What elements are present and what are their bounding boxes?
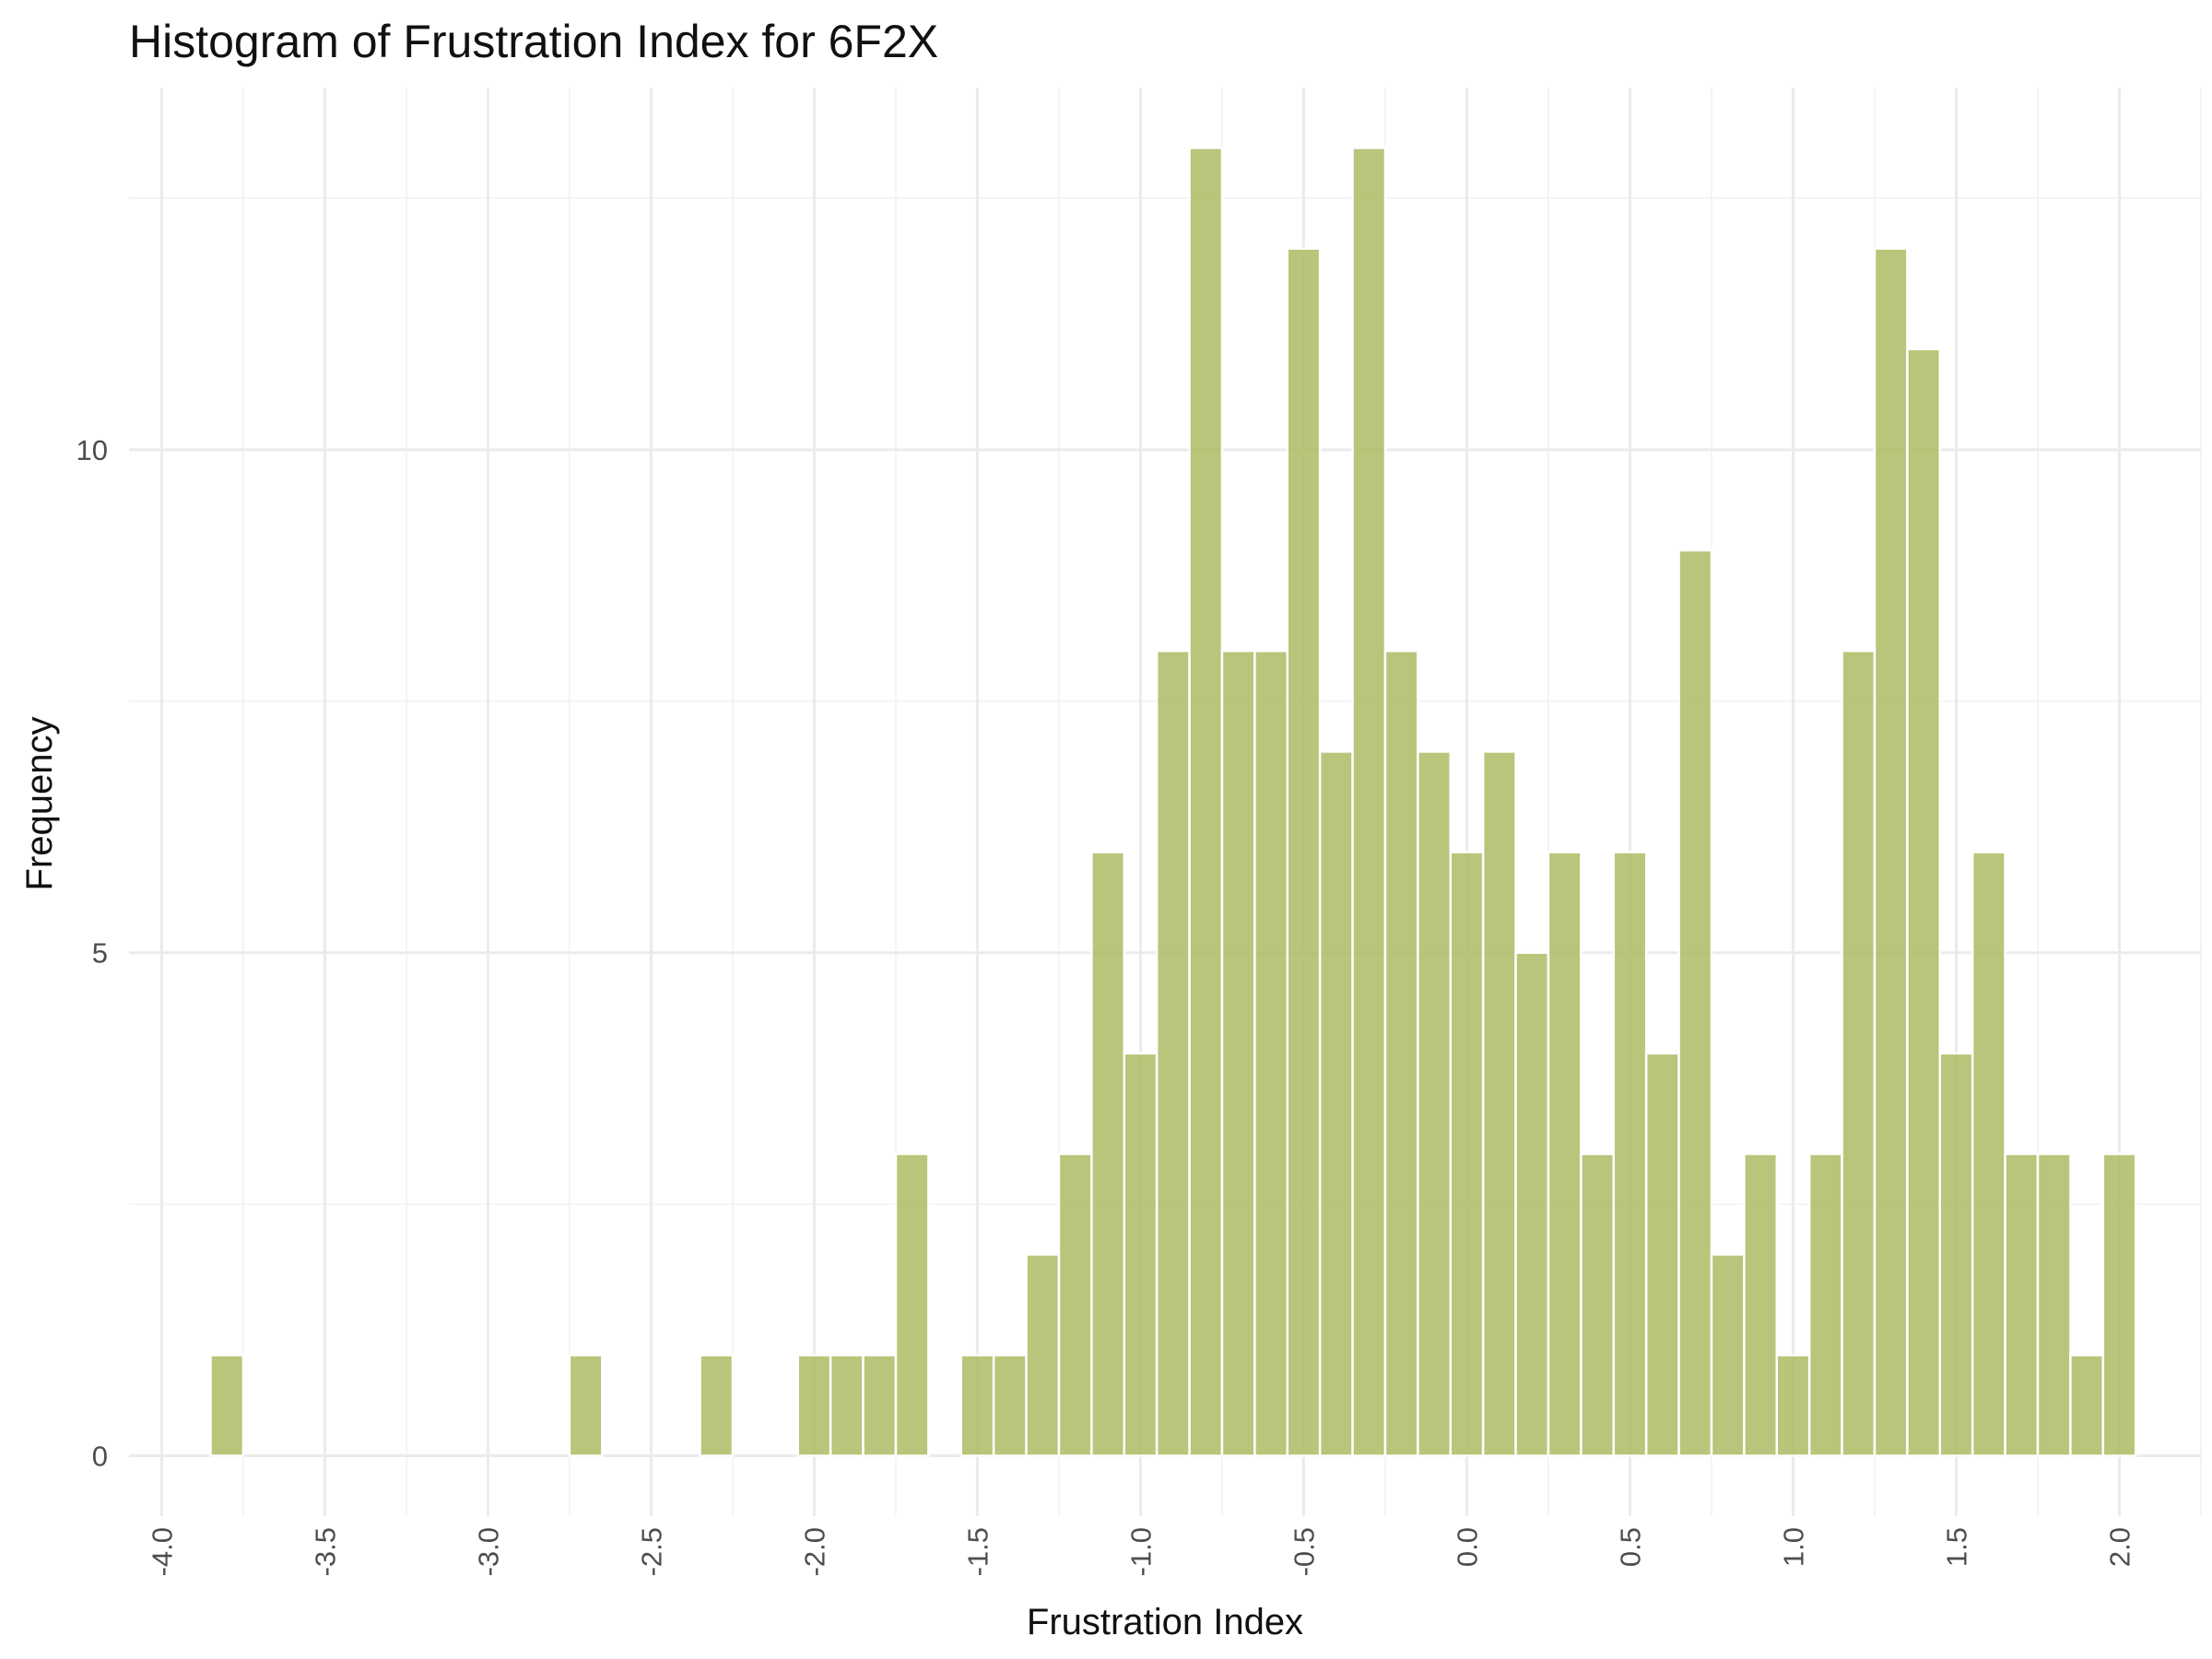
histogram-bar <box>1318 750 1354 1457</box>
histogram-bars <box>209 147 2137 1457</box>
x-tick-label: -1.0 <box>1124 1527 1157 1576</box>
y-axis-title: Frequency <box>19 717 60 891</box>
histogram-bar <box>1677 548 1713 1457</box>
x-tick-label: -2.0 <box>798 1527 830 1576</box>
histogram-bar <box>1417 750 1453 1457</box>
axis-tick-labels: -4.0 -3.5 -3.0 -2.5 -2.0 -1.5 -1.0 -0.5 0.0 0.5 1.… <box>76 434 2136 1576</box>
histogram-bar <box>1253 650 1289 1457</box>
histogram-bar <box>1841 650 1877 1457</box>
y-tick-label: 0 <box>92 1441 108 1473</box>
x-tick-label: 1.5 <box>1940 1527 1972 1567</box>
x-tick-label: -3.0 <box>472 1527 504 1576</box>
x-tick-label: -2.5 <box>635 1527 667 1576</box>
x-tick-label: 0.5 <box>1614 1527 1646 1567</box>
histogram-bar <box>1906 347 1942 1457</box>
histogram-bar <box>992 1354 1028 1457</box>
histogram-bar <box>1090 851 1125 1457</box>
histogram-bar <box>1644 1052 1680 1457</box>
histogram-bar <box>1743 1152 1779 1457</box>
histogram-bar <box>1938 1052 1974 1457</box>
histogram-bar <box>1220 650 1256 1457</box>
histogram-bar <box>1547 851 1583 1457</box>
y-tick-label: 10 <box>76 434 108 466</box>
histogram-bar <box>2101 1152 2137 1457</box>
y-tick-label: 5 <box>92 937 108 970</box>
histogram-bar <box>1057 1152 1093 1457</box>
x-tick-label: -1.5 <box>961 1527 994 1576</box>
histogram-bar <box>2004 1152 2040 1457</box>
x-axis-title: Frustration Index <box>1027 1602 1303 1642</box>
histogram-bar <box>209 1354 245 1457</box>
histogram-bar <box>1025 1253 1061 1457</box>
x-tick-label: 1.0 <box>1777 1527 1809 1567</box>
histogram-bar <box>1449 851 1485 1457</box>
histogram-bar <box>1188 147 1224 1457</box>
x-tick-label: 0.0 <box>1451 1527 1483 1567</box>
histogram-bar <box>1514 951 1550 1457</box>
histogram-bar <box>568 1354 604 1457</box>
histogram-bar <box>1123 1052 1159 1457</box>
histogram-bar <box>1580 1152 1616 1457</box>
histogram-bar <box>2069 1354 2105 1457</box>
histogram-bar <box>796 1354 832 1457</box>
histogram-bar <box>2036 1152 2072 1457</box>
histogram-bar <box>699 1354 735 1457</box>
histogram-bar <box>894 1152 930 1457</box>
histogram-bar <box>1286 247 1322 1457</box>
histogram-bar <box>862 1354 898 1457</box>
histogram-bar <box>1351 147 1387 1457</box>
histogram-bar <box>1155 650 1191 1457</box>
histogram-bar <box>1481 750 1517 1457</box>
histogram-bar <box>1612 851 1648 1457</box>
x-tick-label: 2.0 <box>2103 1527 2136 1567</box>
histogram-bar <box>1383 650 1419 1457</box>
histogram-bar <box>1807 1152 1843 1457</box>
histogram-bar <box>959 1354 995 1457</box>
histogram-bar <box>829 1354 865 1457</box>
x-tick-label: -3.5 <box>309 1527 341 1576</box>
histogram-bar <box>1873 247 1909 1457</box>
histogram-bar <box>1710 1253 1746 1457</box>
x-tick-label: -0.5 <box>1288 1527 1320 1576</box>
histogram-bar <box>1971 851 2006 1457</box>
x-tick-label: -4.0 <box>146 1527 178 1576</box>
chart-title: Histogram of Frustration Index for 6F2X <box>129 16 938 67</box>
histogram-bar <box>1775 1354 1811 1457</box>
